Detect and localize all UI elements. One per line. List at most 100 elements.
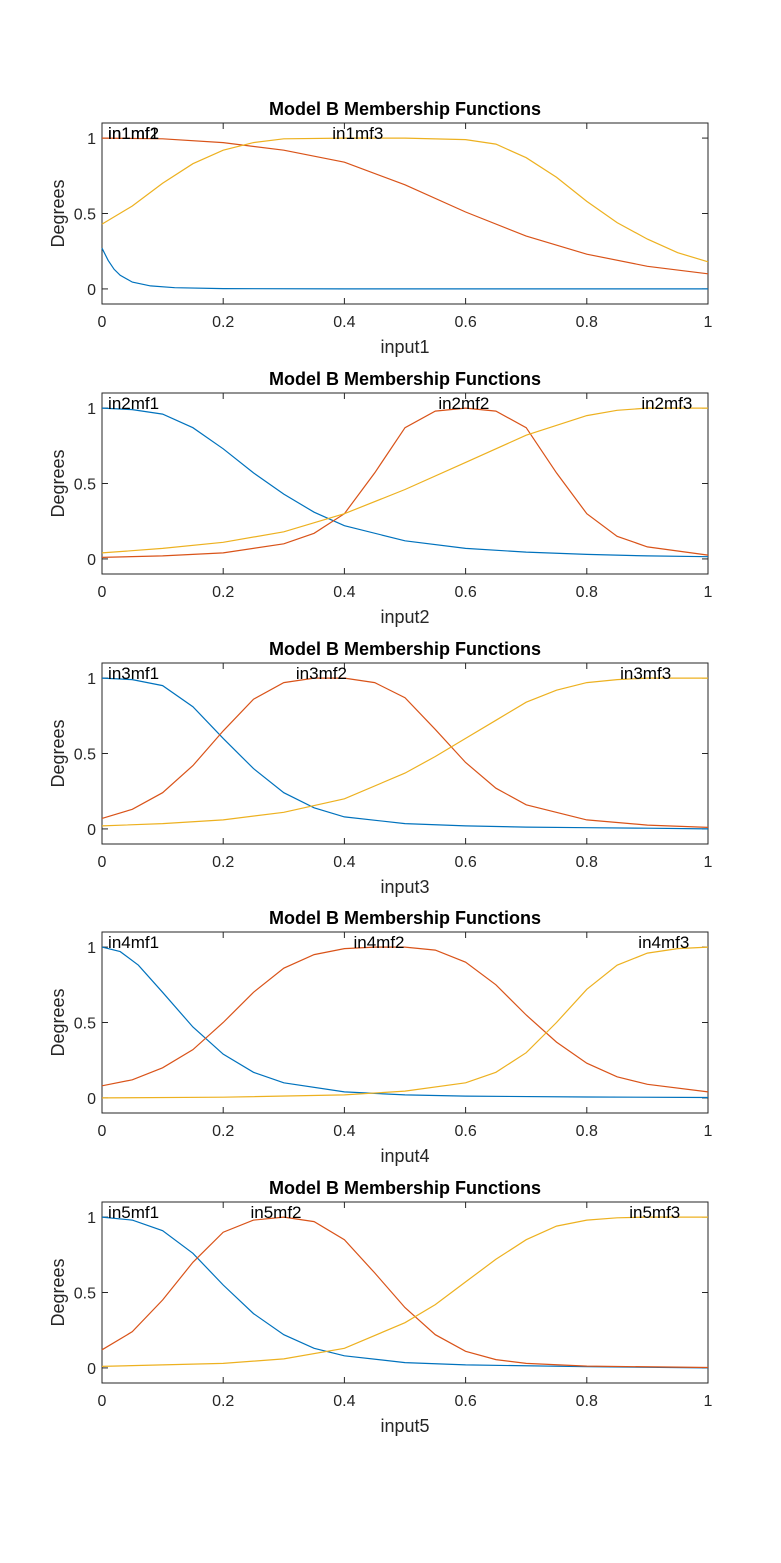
- y-tick-label: 1: [87, 1210, 96, 1227]
- x-tick-label: 1: [704, 1123, 713, 1140]
- series-line-in5mf2: [101, 1216, 709, 1369]
- x-tick-label: 0.6: [454, 1393, 476, 1410]
- x-axis-label: input4: [380, 1146, 429, 1166]
- y-axis-label: Degrees: [48, 1258, 68, 1326]
- subplot-5: Model B Membership Functions 0 0.2 0.4 0.6 0.…: [48, 1178, 713, 1436]
- x-tick-label: 0.6: [454, 854, 476, 871]
- x-tick-label: 0: [98, 854, 107, 871]
- x-tick-label: 0: [98, 314, 107, 331]
- axes-box: [101, 122, 709, 305]
- y-axis-label: Degrees: [48, 988, 68, 1056]
- x-tick-label: 1: [704, 584, 713, 601]
- series-label-in3mf3: in3mf3: [620, 664, 671, 683]
- series-label-in2mf3: in2mf3: [641, 394, 692, 413]
- y-axis-label: Degrees: [48, 179, 68, 247]
- x-tick-label: 0.2: [212, 584, 234, 601]
- axes-box: [101, 931, 709, 1114]
- y-axis-label: Degrees: [48, 449, 68, 517]
- series-line-in3mf2: [101, 677, 709, 828]
- series-line-in1mf2: [101, 137, 709, 275]
- series-line-in2mf2: [101, 407, 709, 558]
- x-axis-label: input5: [380, 1416, 429, 1436]
- y-tick-label: 0: [87, 552, 96, 569]
- x-tick-label: 1: [704, 314, 713, 331]
- series-label-in4mf3: in4mf3: [638, 933, 689, 952]
- series-label-in1mf3: in1mf3: [332, 124, 383, 143]
- y-tick-label: 0.5: [74, 1286, 96, 1303]
- axes-box: [101, 662, 709, 845]
- x-axis-label: input3: [380, 877, 429, 897]
- x-tick-label: 0.4: [333, 854, 355, 871]
- series-label-in5mf1: in5mf1: [108, 1203, 159, 1222]
- x-tick-label: 0: [98, 1393, 107, 1410]
- x-tick-label: 0.8: [576, 854, 598, 871]
- series-label-in4mf1: in4mf1: [108, 933, 159, 952]
- x-tick-label: 0.2: [212, 1123, 234, 1140]
- series-label-in1mf2: in1mf2: [108, 124, 159, 143]
- x-axis-label: input2: [380, 607, 429, 627]
- x-tick-label: 0.8: [576, 314, 598, 331]
- series-label-in3mf2: in3mf2: [296, 664, 347, 683]
- subplot-2: Model B Membership Functions 0 0.2 0.4 0.6 0.…: [48, 369, 713, 627]
- series-label-in5mf2: in5mf2: [250, 1203, 301, 1222]
- subplot-1: Model B Membership Functions 0 0.2 0.4 0.6 0.…: [48, 99, 713, 357]
- chart-title: Model B Membership Functions: [269, 639, 541, 659]
- y-tick-label: 0: [87, 1091, 96, 1108]
- x-tick-label: 0: [98, 584, 107, 601]
- series-line-in2mf3: [101, 407, 708, 554]
- y-tick-label: 1: [87, 401, 96, 418]
- series-line-in3mf1: [101, 677, 709, 830]
- x-tick-label: 0.2: [212, 1393, 234, 1410]
- series-label-in5mf3: in5mf3: [629, 1203, 680, 1222]
- series-line-in1mf3: [101, 137, 709, 263]
- axes-box: [101, 392, 709, 575]
- x-tick-label: 0.2: [212, 854, 234, 871]
- y-tick-label: 0.5: [74, 207, 96, 224]
- series-line-in4mf1: [101, 946, 709, 1099]
- x-tick-label: 0.4: [333, 584, 355, 601]
- series-line-in5mf1: [101, 1216, 709, 1369]
- x-tick-label: 0.4: [333, 1393, 355, 1410]
- series-line-in2mf1: [101, 407, 709, 558]
- series-label-in2mf2: in2mf2: [438, 394, 489, 413]
- x-tick-label: 0.6: [454, 314, 476, 331]
- x-tick-label: 0: [98, 1123, 107, 1140]
- x-tick-label: 0.4: [333, 1123, 355, 1140]
- x-tick-label: 0.6: [454, 1123, 476, 1140]
- subplot-3: Model B Membership Functions 0 0.2 0.4 0.6 0.…: [48, 639, 713, 897]
- y-tick-label: 0: [87, 282, 96, 299]
- x-tick-label: 0.6: [454, 584, 476, 601]
- series-line-in5mf3: [101, 1216, 708, 1367]
- x-tick-label: 0.8: [576, 1393, 598, 1410]
- chart-title: Model B Membership Functions: [269, 908, 541, 928]
- y-tick-label: 1: [87, 671, 96, 688]
- y-tick-label: 1: [87, 940, 96, 957]
- y-tick-label: 0.5: [74, 477, 96, 494]
- series-line-in4mf2: [101, 946, 709, 1093]
- x-tick-label: 1: [704, 1393, 713, 1410]
- x-tick-label: 1: [704, 854, 713, 871]
- y-tick-label: 0: [87, 1361, 96, 1378]
- chart-title: Model B Membership Functions: [269, 1178, 541, 1198]
- y-tick-label: 0: [87, 822, 96, 839]
- x-tick-label: 0.8: [576, 584, 598, 601]
- x-tick-label: 0.8: [576, 1123, 598, 1140]
- x-tick-label: 0.2: [212, 314, 234, 331]
- series-line-in1mf1: [101, 247, 708, 290]
- x-tick-label: 0.4: [333, 314, 355, 331]
- series-line-in4mf3: [101, 946, 709, 1099]
- y-tick-label: 0.5: [74, 747, 96, 764]
- axes-box: [101, 1201, 709, 1384]
- y-tick-label: 1: [87, 131, 96, 148]
- chart-title: Model B Membership Functions: [269, 99, 541, 119]
- subplot-4: Model B Membership Functions 0 0.2 0.4 0.6 0.…: [48, 908, 713, 1166]
- y-axis-label: Degrees: [48, 719, 68, 787]
- chart-title: Model B Membership Functions: [269, 369, 541, 389]
- series-label-in4mf2: in4mf2: [353, 933, 404, 952]
- y-tick-label: 0.5: [74, 1016, 96, 1033]
- series-line-in3mf3: [101, 677, 708, 827]
- series-label-in2mf1: in2mf1: [108, 394, 159, 413]
- series-label-in3mf1: in3mf1: [108, 664, 159, 683]
- x-axis-label: input1: [380, 337, 429, 357]
